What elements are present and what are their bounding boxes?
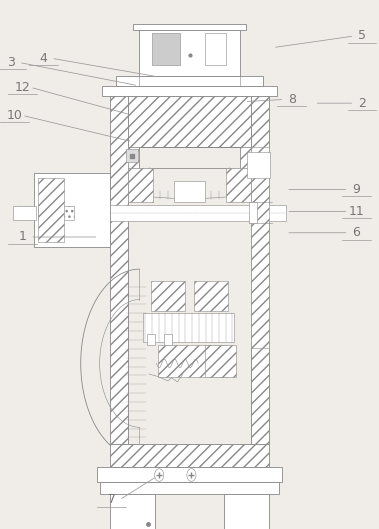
Bar bbox=[128, 147, 139, 168]
Text: 5: 5 bbox=[358, 30, 366, 42]
Bar bbox=[240, 147, 251, 168]
Text: 9: 9 bbox=[352, 183, 360, 196]
Circle shape bbox=[155, 469, 164, 481]
Bar bbox=[143, 313, 234, 342]
Bar bbox=[247, 152, 270, 178]
Bar bbox=[251, 96, 269, 444]
Bar bbox=[128, 96, 251, 147]
Text: 2: 2 bbox=[358, 97, 366, 110]
Bar bbox=[151, 281, 185, 311]
Bar bbox=[224, 494, 269, 529]
Bar bbox=[164, 334, 172, 345]
Bar bbox=[133, 24, 246, 30]
Bar bbox=[110, 444, 269, 467]
Bar bbox=[251, 147, 269, 348]
Bar bbox=[205, 345, 236, 377]
Bar bbox=[194, 281, 228, 311]
Bar bbox=[38, 206, 74, 220]
Bar bbox=[13, 206, 36, 220]
Bar bbox=[97, 467, 282, 482]
Bar bbox=[128, 168, 153, 202]
Text: 4: 4 bbox=[40, 52, 47, 65]
Text: 1: 1 bbox=[19, 231, 27, 243]
Bar bbox=[38, 205, 286, 221]
Text: 12: 12 bbox=[15, 81, 31, 94]
Bar bbox=[147, 334, 155, 345]
Bar bbox=[139, 30, 240, 76]
Bar bbox=[152, 33, 180, 65]
Bar bbox=[249, 202, 257, 223]
Text: 10: 10 bbox=[6, 109, 22, 122]
Bar bbox=[38, 178, 64, 242]
Bar bbox=[34, 173, 110, 247]
Bar bbox=[116, 76, 263, 86]
Text: 3: 3 bbox=[8, 56, 15, 69]
Bar bbox=[110, 96, 128, 444]
Circle shape bbox=[187, 469, 196, 481]
Bar bbox=[205, 33, 226, 65]
Bar bbox=[158, 345, 227, 377]
Bar bbox=[174, 181, 205, 202]
Bar bbox=[126, 149, 138, 162]
Text: 8: 8 bbox=[288, 93, 296, 106]
Bar bbox=[226, 168, 251, 202]
Text: 7: 7 bbox=[108, 494, 116, 506]
Text: 11: 11 bbox=[348, 205, 364, 218]
Bar bbox=[110, 494, 155, 529]
Bar bbox=[102, 86, 277, 96]
Bar bbox=[100, 482, 279, 494]
Text: 6: 6 bbox=[352, 226, 360, 239]
Bar bbox=[128, 96, 251, 444]
